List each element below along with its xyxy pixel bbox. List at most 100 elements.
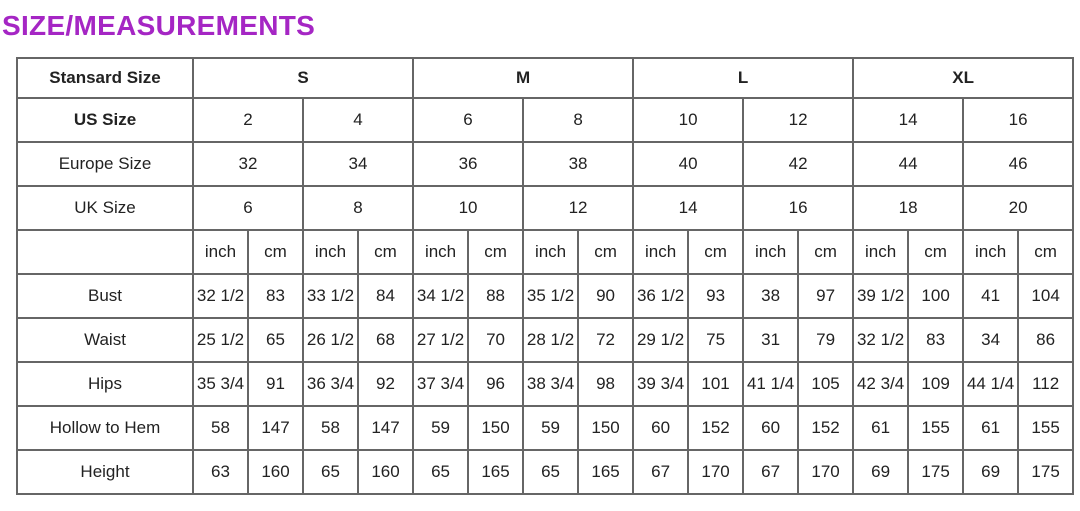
measure-cell: 37 3/4 [412,361,470,407]
size-cell: 16 [742,185,855,231]
measure-cell: 175 [1017,449,1075,495]
measure-cell: 79 [797,317,855,363]
measure-cell: 72 [577,317,635,363]
row-label: Bust [16,273,194,319]
measure-cell: 63 [192,449,249,495]
measure-row: Waist 25 1/2 65 26 1/2 68 27 1/2 70 28 1/2 72 29 … [16,317,1075,363]
measure-cell: 150 [467,405,525,451]
measure-cell: 38 3/4 [522,361,580,407]
measure-cell: 86 [1017,317,1075,363]
size-cell: 14 [632,185,745,231]
measure-cell: 68 [356,317,415,363]
row-label: US Size [16,97,194,143]
size-cell: 38 [522,141,635,187]
header-label: Stansard Size [16,57,194,99]
unit-cell: cm [247,229,304,275]
size-cell: 16 [962,97,1075,143]
size-cell: 6 [412,97,525,143]
size-cell: 2 [192,97,304,143]
unit-cell: cm [907,229,965,275]
measure-cell: 27 1/2 [412,317,470,363]
unit-cell: cm [577,229,635,275]
measure-cell: 38 [742,273,800,319]
measure-cell: 32 1/2 [192,273,249,319]
measure-cell: 39 3/4 [632,361,690,407]
size-cell: 6 [192,185,304,231]
measure-cell: 65 [302,449,359,495]
row-label: Height [16,449,194,495]
row-label: Hollow to Hem [16,405,194,451]
measure-cell: 160 [356,449,415,495]
size-cell: 18 [852,185,965,231]
size-cell: 4 [301,97,415,143]
unit-cell: inch [302,229,359,275]
measure-cell: 91 [247,361,304,407]
measure-cell: 70 [467,317,525,363]
unit-cell: inch [962,229,1020,275]
measure-cell: 59 [522,405,580,451]
measure-cell: 92 [356,361,415,407]
measure-cell: 61 [852,405,910,451]
unit-cell: cm [797,229,855,275]
measure-cell: 83 [247,273,304,319]
unit-cell: inch [632,229,690,275]
size-cell: 46 [962,141,1075,187]
measure-row: Height 63 160 65 160 65 165 65 165 67 170 67 170 69 17… [16,449,1075,495]
measure-cell: 25 1/2 [192,317,249,363]
unit-cell: inch [852,229,910,275]
measure-cell: 59 [412,405,470,451]
measure-cell: 28 1/2 [522,317,580,363]
measure-cell: 100 [907,273,965,319]
title: SIZE/MEASUREMENTS [2,10,316,41]
empty-cell [16,229,194,275]
measure-cell: 69 [962,449,1020,495]
measure-cell: 44 1/4 [962,361,1020,407]
size-cell: 8 [301,185,415,231]
size-cell: 40 [632,141,745,187]
measure-cell: 36 3/4 [302,361,359,407]
measure-cell: 160 [247,449,304,495]
measure-cell: 41 [962,273,1020,319]
measure-cell: 34 1/2 [412,273,470,319]
measure-cell: 32 1/2 [852,317,910,363]
measure-cell: 152 [687,405,745,451]
units-row: inch cm inch cm inch cm inch cm inch cm inch cm inch… [16,229,1075,275]
size-group: L [632,57,855,99]
size-group: M [412,57,635,99]
measure-cell: 65 [412,449,470,495]
measure-cell: 36 1/2 [632,273,690,319]
size-cell: 36 [412,141,525,187]
measure-cell: 75 [687,317,745,363]
measure-row: Hips 35 3/4 91 36 3/4 92 37 3/4 96 38 3/4 98 39 3… [16,361,1075,407]
measure-cell: 97 [797,273,855,319]
size-cell: 12 [522,185,635,231]
measure-cell: 39 1/2 [852,273,910,319]
size-cell: 12 [742,97,855,143]
measure-cell: 34 [962,317,1020,363]
measure-row: Hollow to Hem 58 147 58 147 59 150 59 150 60 152 60… [16,405,1075,451]
header-row: Stansard Size S M L XL [16,57,1075,99]
measure-cell: 67 [742,449,800,495]
size-cell: 14 [852,97,965,143]
size-group: S [191,57,415,99]
measure-cell: 84 [356,273,415,319]
size-row: US Size 2 4 6 8 10 12 14 16 [16,97,1075,143]
size-cell: 8 [522,97,635,143]
size-row: Europe Size 32 34 36 38 40 42 44 46 [16,141,1075,187]
measure-cell: 175 [907,449,965,495]
unit-cell: cm [356,229,415,275]
size-cell: 44 [852,141,965,187]
measure-cell: 90 [577,273,635,319]
unit-cell: cm [1017,229,1075,275]
measure-cell: 155 [1017,405,1075,451]
measure-cell: 33 1/2 [302,273,359,319]
size-group: XL [852,57,1075,99]
measure-cell: 65 [247,317,304,363]
row-label: UK Size [16,185,194,231]
measure-row: Bust 32 1/2 83 33 1/2 84 34 1/2 88 35 1/2 90 36 1… [16,273,1075,319]
measure-cell: 105 [797,361,855,407]
measure-cell: 31 [742,317,800,363]
unit-cell: inch [742,229,800,275]
measure-cell: 29 1/2 [632,317,690,363]
